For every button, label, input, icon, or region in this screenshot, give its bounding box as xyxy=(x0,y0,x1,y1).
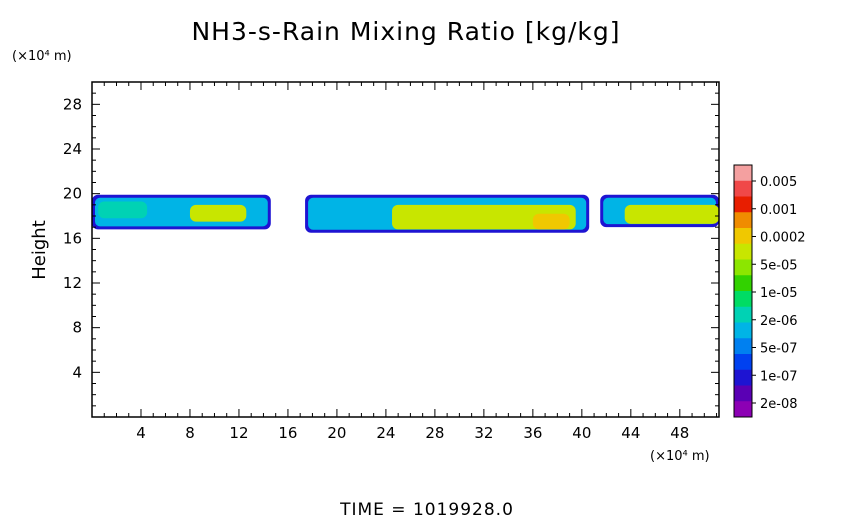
x-tick-label: 44 xyxy=(621,424,640,442)
colorbar-swatch xyxy=(734,228,752,245)
rain-region-2-core-2 xyxy=(532,213,570,230)
x-tick-label: 4 xyxy=(136,424,146,442)
axis-ticks xyxy=(92,82,719,417)
y-tick-label: 16 xyxy=(63,229,82,247)
colorbar-label: 0.001 xyxy=(760,203,797,218)
rain-region-3-core-1 xyxy=(624,204,719,224)
x-tick-label: 40 xyxy=(572,424,591,442)
colorbar-swatch xyxy=(734,306,752,323)
y-tick-labels: 4 8 12 16 20 24 28 xyxy=(63,95,82,381)
colorbar-label: 2e-06 xyxy=(760,314,798,329)
x-tick-label: 28 xyxy=(425,424,444,442)
colorbar-swatch xyxy=(734,243,752,260)
colorbar-swatch xyxy=(734,338,752,355)
colorbar-label: 0.005 xyxy=(760,175,797,190)
colorbar-label: 0.0002 xyxy=(760,231,806,246)
colorbar-swatch xyxy=(734,369,752,386)
colorbar-swatch xyxy=(734,212,752,229)
time-footer: TIME = 1019928.0 xyxy=(339,500,514,519)
colorbar-label: 1e-07 xyxy=(760,369,798,384)
chart-title: NH3-s-Rain Mixing Ratio [kg/kg] xyxy=(191,17,620,46)
y-tick-label: 4 xyxy=(72,363,82,381)
x-tick-label: 12 xyxy=(229,424,248,442)
colorbar-swatch xyxy=(734,291,752,308)
y-axis-unit: (×10⁴ m) xyxy=(12,49,72,64)
plot-area xyxy=(92,194,719,233)
colorbar-swatch xyxy=(734,354,752,371)
colorbar-swatch xyxy=(734,165,752,182)
y-tick-label: 8 xyxy=(72,319,82,337)
colorbar-swatch xyxy=(734,322,752,339)
plot-frame xyxy=(91,81,720,418)
colorbar-label: 2e-08 xyxy=(760,397,798,412)
x-tick-label: 16 xyxy=(278,424,297,442)
x-axis-unit: (×10⁴ m) xyxy=(650,449,710,464)
colorbar-swatch xyxy=(734,401,752,418)
x-tick-label: 20 xyxy=(327,424,346,442)
y-tick-label: 24 xyxy=(63,140,82,158)
y-tick-label: 28 xyxy=(63,95,82,113)
colorbar-label: 5e-07 xyxy=(760,342,798,357)
x-tick-label: 8 xyxy=(185,424,195,442)
rain-region-2-core-1 xyxy=(392,204,576,230)
x-tick-label: 24 xyxy=(376,424,395,442)
x-tick-labels: 4 8 12 16 20 24 28 32 36 40 44 48 xyxy=(136,424,689,442)
rain-region-1-core-2 xyxy=(98,201,148,219)
colorbar-swatch xyxy=(734,196,752,213)
x-tick-label: 36 xyxy=(523,424,542,442)
y-axis-label: Height xyxy=(29,220,50,280)
colorbar-swatch xyxy=(734,385,752,402)
colorbar-label: 5e-05 xyxy=(760,258,798,273)
rain-region-1-core-1 xyxy=(189,204,247,222)
y-tick-label: 12 xyxy=(63,274,82,292)
colorbar-swatch xyxy=(734,259,752,276)
colorbar-frame xyxy=(733,164,753,418)
colorbar-swatch xyxy=(734,275,752,292)
colorbar-labels: 0.005 0.001 0.0002 5e-05 1e-05 2e-06 5e-07 1e-0… xyxy=(760,175,806,412)
colorbar-label: 1e-05 xyxy=(760,286,798,301)
colorbar xyxy=(733,164,756,418)
x-tick-label: 32 xyxy=(474,424,493,442)
colorbar-swatch xyxy=(734,180,752,197)
y-tick-label: 20 xyxy=(63,185,82,203)
x-tick-label: 48 xyxy=(670,424,689,442)
